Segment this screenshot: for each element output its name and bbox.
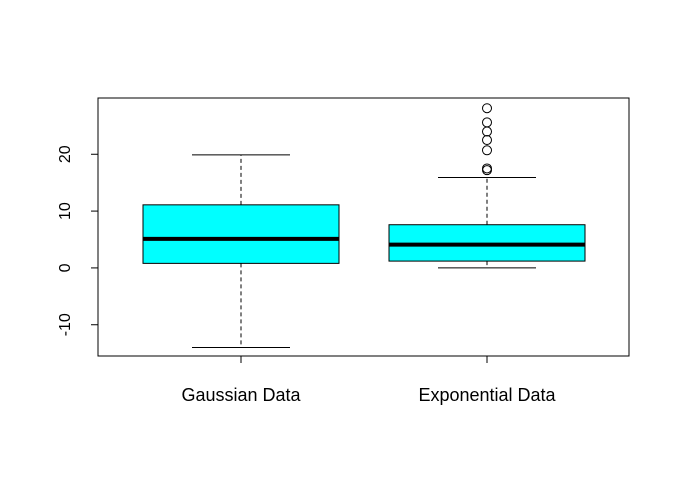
box-group xyxy=(142,154,340,348)
outlier-point xyxy=(482,163,492,174)
boxes-layer xyxy=(142,103,586,348)
y-tick-label: -10 xyxy=(57,313,74,336)
iqr-box xyxy=(142,204,340,264)
x-category-label: Exponential Data xyxy=(418,385,556,405)
outlier-point xyxy=(482,103,492,114)
outlier-point xyxy=(482,135,492,146)
x-axis: Gaussian Data Exponential Data xyxy=(181,356,557,405)
y-tick-label: 20 xyxy=(57,145,74,163)
y-tick-label: 10 xyxy=(57,202,74,220)
x-category-label: Gaussian Data xyxy=(181,385,301,405)
y-tick-label: 0 xyxy=(57,263,74,272)
y-axis: -10 0 10 20 xyxy=(57,145,99,336)
box-group xyxy=(388,103,586,269)
outlier-point xyxy=(482,126,492,137)
outlier-point xyxy=(482,145,492,156)
outlier-point xyxy=(482,117,492,128)
